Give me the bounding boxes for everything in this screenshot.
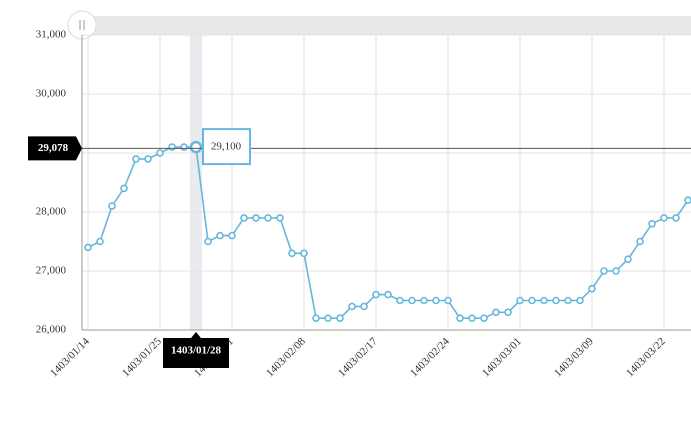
y-tick-label: 26,000: [36, 324, 67, 336]
point: [408, 296, 416, 305]
point: [180, 143, 188, 151]
scrollbar[interactable]: [82, 16, 691, 35]
point: [468, 314, 476, 323]
point: [96, 237, 104, 246]
x-tick-label: 1403/02/08: [264, 335, 308, 379]
x-tick-label: 1403/02/24: [408, 335, 452, 379]
tooltip-label: 29,100: [211, 141, 242, 153]
point: [264, 214, 272, 222]
point: [84, 243, 92, 252]
point: [348, 302, 356, 311]
cursor-x-label-box: [163, 332, 229, 368]
point: [288, 249, 296, 258]
x-tick-label: 1403/01/25: [120, 335, 164, 379]
y-tick-label: 28,000: [36, 206, 67, 218]
point: [312, 314, 320, 323]
point: [372, 290, 380, 299]
x-tick-label: 1403/01/14: [48, 335, 92, 379]
cursor-y-label-box: [28, 136, 82, 161]
point: [228, 231, 236, 240]
point: [396, 296, 404, 305]
point: [564, 296, 572, 305]
x-tick-label: 1403/02/17: [336, 335, 380, 379]
point: [528, 296, 536, 305]
point: [384, 290, 392, 299]
point: [360, 302, 368, 311]
point: [324, 314, 332, 323]
point: [552, 296, 560, 305]
tooltip-box: [202, 128, 251, 166]
point: [672, 214, 680, 222]
point: [576, 296, 584, 305]
point: [240, 214, 248, 222]
point: [612, 267, 620, 275]
point: [480, 314, 488, 323]
cursor-y-label: 29,078: [38, 142, 69, 154]
point: [168, 143, 176, 151]
point: [189, 140, 203, 154]
point: [420, 296, 428, 305]
point: [636, 237, 644, 246]
point: [660, 214, 668, 222]
point: [684, 196, 691, 204]
point: [456, 314, 464, 323]
point: [444, 296, 452, 305]
point: [588, 284, 596, 293]
point: [132, 155, 140, 163]
x-tick-label: 1403/03/09: [552, 335, 596, 379]
x-tick-label: 1403/03/22: [624, 335, 668, 379]
point: [108, 202, 116, 210]
point: [504, 308, 512, 317]
point: [204, 237, 212, 246]
y-tick-label: 30,000: [36, 88, 67, 100]
cursor-x-label: 1403/01/28: [171, 345, 222, 357]
point: [648, 220, 656, 228]
point: [216, 231, 224, 240]
point: [276, 214, 284, 222]
cursor-band: [190, 35, 202, 330]
point: [516, 296, 524, 305]
point: [300, 249, 308, 258]
point: [492, 308, 500, 317]
y-tick-label: 31,000: [36, 29, 67, 41]
y-tick-label: 27,000: [36, 265, 67, 277]
point: [336, 314, 344, 323]
x-tick-label: 1403/03/01: [480, 335, 524, 379]
point: [120, 184, 128, 193]
point: [156, 149, 164, 157]
point: [600, 267, 608, 275]
point: [144, 155, 152, 163]
point: [624, 255, 632, 264]
point: [540, 296, 548, 305]
point: [432, 296, 440, 305]
point: [252, 214, 260, 222]
